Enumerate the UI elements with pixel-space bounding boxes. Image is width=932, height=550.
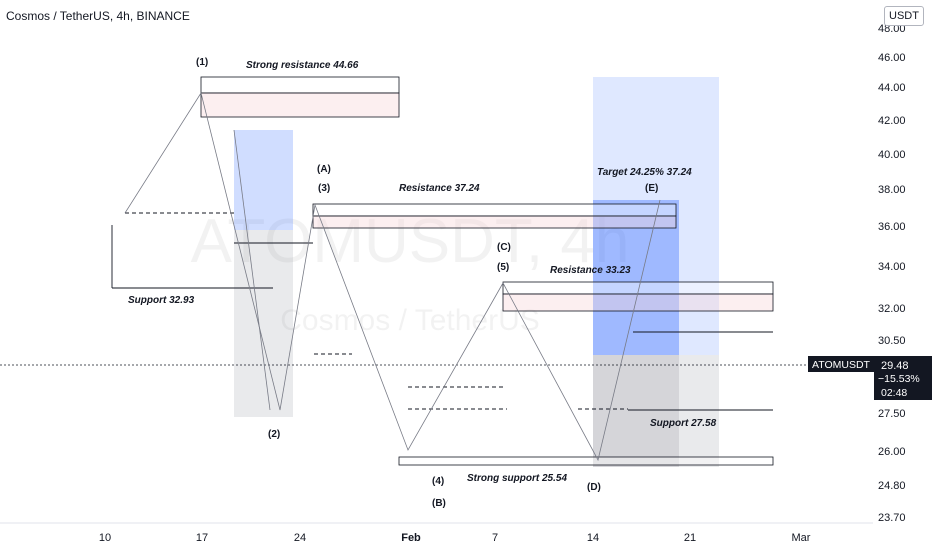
current-price-symbol: ATOMUSDT [812, 359, 871, 371]
price-tick-label: 42.00 [878, 115, 906, 127]
current-price-countdown: 02:48 [881, 387, 907, 399]
short-target-zone [234, 130, 293, 230]
time-tick-label: 10 [99, 532, 111, 544]
long-stop-zone [593, 355, 719, 467]
wave-path-short [233, 129, 271, 411]
wave-label-a: (A) [317, 164, 331, 175]
resistance-box-top [312, 203, 677, 217]
current-price-box: ATOMUSDT 29.48 −15.53% 02:48 [808, 356, 932, 400]
resistance-33-box [502, 293, 774, 312]
wave-path [124, 91, 661, 462]
wave-label-1: (1) [196, 57, 208, 68]
time-tick-label: 21 [684, 532, 696, 544]
levels-layer [0, 76, 808, 466]
price-axis[interactable]: 48.00 46.00 44.00 42.00 40.00 38.00 36.00 34.00… [878, 23, 906, 524]
wave-label-4: (4) [432, 476, 444, 487]
annotation-target: Target 24.25% 37.24 [597, 167, 692, 178]
price-tick-label: 40.00 [878, 149, 906, 161]
price-tick-label: 23.70 [878, 512, 906, 524]
annotation-strong-support: Strong support 25.54 [467, 473, 567, 484]
wave-label-c: (C) [497, 242, 511, 253]
time-tick-label: 17 [196, 532, 208, 544]
current-price-value: 29.48 [881, 360, 909, 372]
price-tick-label: 44.00 [878, 82, 906, 94]
wave-label-e: (E) [645, 183, 658, 194]
zones-layer [234, 77, 719, 467]
strong-support-box [398, 456, 774, 466]
drawings-layer [124, 91, 661, 462]
wave-label-d: (D) [587, 482, 601, 493]
price-tick-label: 26.00 [878, 446, 906, 458]
time-tick-label: Mar [792, 532, 811, 544]
resistance-box [312, 215, 677, 229]
time-tick-label: Feb [401, 532, 421, 544]
price-tick-label: 38.00 [878, 184, 906, 196]
price-tick-label: 27.50 [878, 408, 906, 420]
wave-label-2: (2) [268, 429, 280, 440]
strong-resistance-box [200, 92, 400, 118]
price-tick-label: 30.50 [878, 335, 906, 347]
currency-badge[interactable]: USDT [884, 6, 924, 26]
time-tick-label: 14 [587, 532, 599, 544]
chart-title: Cosmos / TetherUS, 4h, BINANCE [6, 9, 190, 23]
long-target-progress [593, 200, 679, 355]
annotation-support-32: Support 32.93 [128, 295, 195, 306]
long-stop-progress [593, 355, 679, 467]
wave-label-b: (B) [432, 498, 446, 509]
annotation-resistance-37: Resistance 37.24 [399, 183, 480, 194]
watermark-symbol: ATOMUSDT, 4h [191, 207, 630, 276]
price-tick-label: 36.00 [878, 221, 906, 233]
wave-label-5: (5) [497, 262, 509, 273]
strong-resistance-box-top [200, 76, 400, 94]
annotation-resistance-33: Resistance 33.23 [550, 265, 631, 276]
current-price-change: −15.53% [878, 373, 920, 385]
time-axis[interactable]: 10 17 24 Feb 7 14 21 Mar [0, 522, 873, 544]
watermark-name: Cosmos / TetherUS [280, 304, 540, 337]
price-tick-label: 24.80 [878, 480, 906, 492]
wave-label-3: (3) [318, 183, 330, 194]
price-tick-label: 48.00 [878, 23, 906, 35]
price-tick-label: 46.00 [878, 52, 906, 64]
time-tick-label: 7 [492, 532, 498, 544]
annotation-support-27: Support 27.58 [650, 418, 717, 429]
price-tick-label: 34.00 [878, 261, 906, 273]
annotation-strong-resistance: Strong resistance 44.66 [246, 60, 359, 71]
short-stop-zone [234, 230, 293, 417]
price-tick-label: 32.00 [878, 303, 906, 315]
time-tick-label: 24 [294, 532, 306, 544]
